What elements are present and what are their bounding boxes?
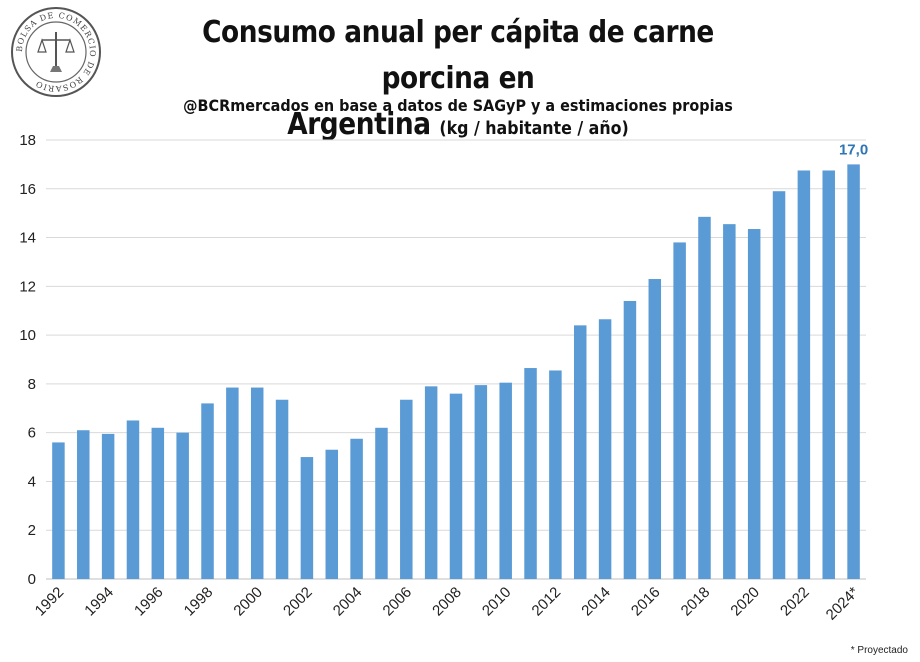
x-tick-label: 1992 (32, 584, 68, 620)
bar (325, 449, 339, 579)
y-tick-label: 0 (28, 571, 36, 588)
title-unit: (kg / habitante / año) (439, 118, 629, 139)
bar (400, 399, 413, 579)
bar (101, 433, 115, 579)
bar (424, 386, 438, 579)
x-tick-label: 2012 (529, 584, 565, 620)
x-tick-label: 2004 (330, 584, 366, 620)
bar (822, 170, 835, 579)
bar (176, 432, 189, 579)
bar (201, 403, 214, 579)
chart-subtitle: @BCRmercados en base a datos de SAGyP y … (183, 96, 733, 115)
y-tick-label: 10 (19, 327, 36, 344)
bar (499, 382, 512, 579)
bar (723, 224, 736, 579)
y-tick-label: 14 (19, 230, 36, 247)
bar (449, 393, 463, 579)
bar (226, 387, 239, 579)
y-tick-label: 12 (19, 278, 36, 295)
bar (797, 170, 811, 579)
x-tick-label: 1994 (81, 584, 117, 620)
x-tick-label: 2016 (628, 584, 664, 620)
x-tick-label: 1998 (181, 584, 217, 620)
bar (598, 319, 612, 579)
title-country: Argentina (287, 107, 431, 142)
x-tick-label: 2010 (479, 584, 515, 620)
x-tick-label: 2024* (823, 584, 863, 624)
bcr-logo: BOLSA DE COMERCIO DE ROSARIO (11, 7, 101, 97)
data-label: 17,0 (839, 141, 868, 158)
x-tick-label: 2022 (777, 584, 813, 620)
bar (673, 242, 686, 579)
bar (350, 438, 363, 579)
title-line-2: Argentina (kg / habitante / año) (150, 102, 766, 152)
bar (77, 430, 90, 579)
bar (623, 300, 637, 579)
y-tick-label: 6 (28, 425, 36, 442)
y-tick-label: 2 (28, 522, 36, 539)
bar (375, 427, 388, 579)
bar (250, 387, 264, 579)
bar (300, 457, 314, 579)
y-tick-label: 18 (19, 132, 36, 149)
bar (747, 229, 761, 579)
x-tick-label: 2006 (380, 584, 416, 620)
x-tick-label: 2014 (578, 584, 614, 620)
bar (772, 191, 786, 579)
bar (474, 385, 488, 579)
x-tick-label: 2020 (727, 584, 763, 620)
bar (524, 368, 537, 579)
x-tick-label: 1996 (131, 584, 167, 620)
title-line-1: Consumo anual per cápita de carne porcin… (202, 15, 714, 96)
bar (847, 164, 860, 579)
x-tick-label: 2008 (429, 584, 465, 620)
bar (698, 216, 711, 579)
y-tick-label: 4 (28, 473, 36, 490)
bar (648, 279, 662, 579)
y-tick-label: 8 (28, 376, 36, 393)
x-tick-label: 2000 (230, 584, 266, 620)
bar (52, 442, 65, 579)
bar (126, 420, 140, 579)
bar (275, 399, 289, 579)
x-tick-label: 2002 (280, 584, 316, 620)
bar (151, 427, 165, 579)
x-tick-label: 2018 (678, 584, 714, 620)
bar (549, 370, 562, 579)
y-tick-label: 16 (19, 181, 36, 198)
chart-title: Consumo anual per cápita de carne porcin… (150, 10, 766, 152)
footnote: * Proyectado (850, 645, 908, 656)
bar (573, 325, 587, 579)
